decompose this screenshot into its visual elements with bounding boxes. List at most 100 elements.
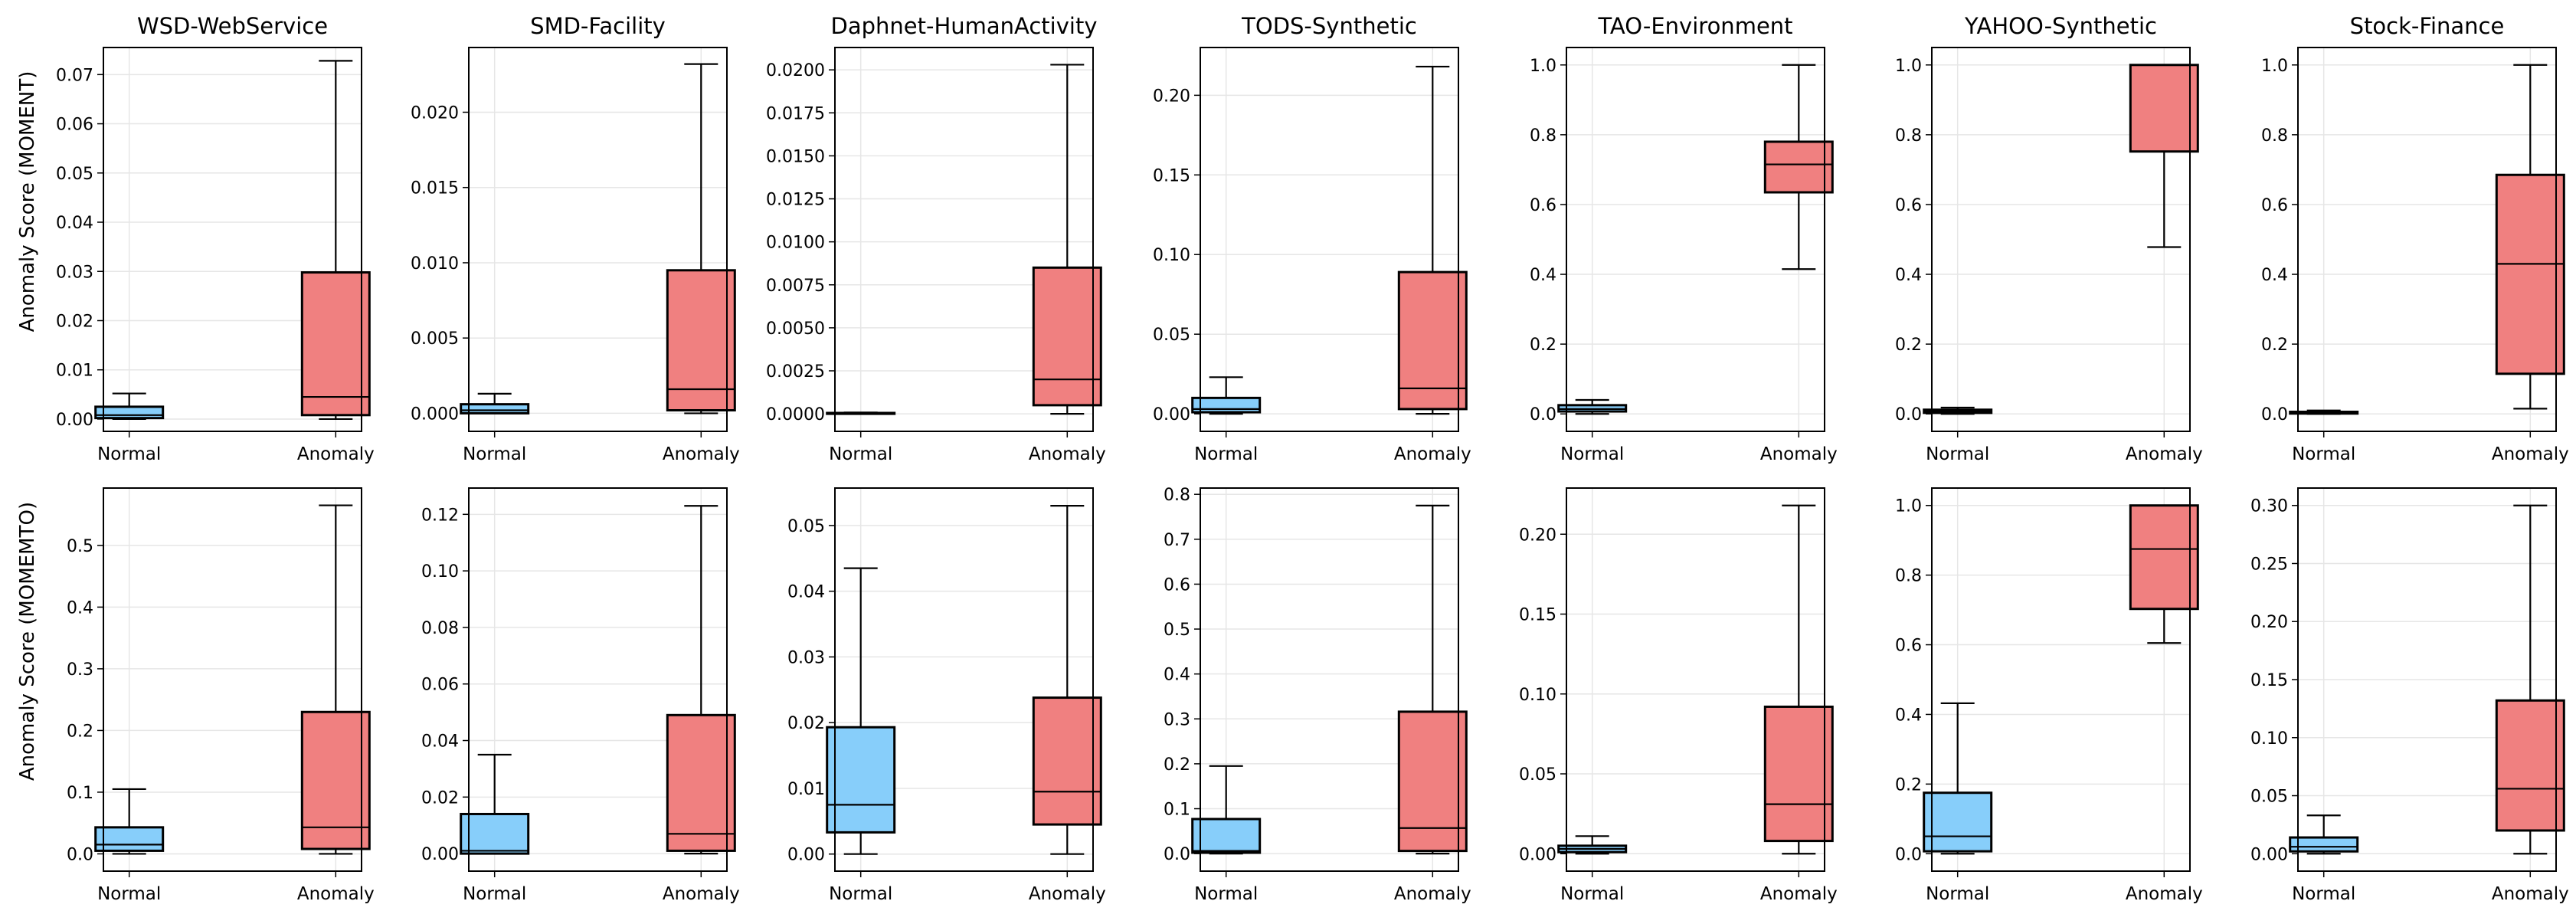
chart-1-6-ytick-label-4: 0.20 <box>2250 613 2288 632</box>
chart-1-2-box-normal <box>826 567 896 855</box>
chart-1-3-box-normal <box>1191 765 1262 855</box>
chart-0-4-box-anomaly-iqr <box>1763 140 1834 194</box>
chart-0-1-title: SMD-Facility <box>530 13 666 39</box>
chart-0-1-xtick-label-0: Normal <box>463 444 526 464</box>
chart-1-0-box-anomaly <box>300 504 371 855</box>
chart-0-4-frame <box>1566 47 1825 432</box>
chart-1-6-ytick-label-6: 0.30 <box>2250 497 2288 516</box>
chart-0-4-box-normal <box>1557 398 1628 415</box>
chart-0-0-ytick-label-3: 0.03 <box>56 263 93 282</box>
chart-0-5-ytick-label-4: 0.8 <box>1895 126 1922 146</box>
chart-0-5-ytick-label-1: 0.2 <box>1895 336 1922 355</box>
chart-1-0-ytick-label-2: 0.2 <box>67 722 93 741</box>
chart-1-1: 0.00 0.02 0.04 0.06 0.08 0.10 0.12 Normal Anomal… <box>421 487 740 904</box>
chart-0-1-ytick-label-2: 0.010 <box>411 254 459 274</box>
chart-0-4-title: TAO-Environment <box>1597 13 1792 39</box>
chart-1-4-box-anomaly <box>1763 504 1834 855</box>
chart-0-3-xtick-label-1: Anomaly <box>1394 444 1471 464</box>
chart-0-0-frame <box>103 47 362 432</box>
chart-1-6: 0.00 0.05 0.10 0.15 0.20 0.25 0.30 Normal Anomal… <box>2250 487 2569 904</box>
chart-0-0-title: WSD-WebService <box>137 13 328 39</box>
chart-0-5-box-normal <box>1923 406 1993 415</box>
chart-0-2-ytick-label-0: 0.0000 <box>766 405 825 424</box>
row-1-ylabel: Anomaly Score (MOMEMTO) <box>16 502 39 781</box>
chart-0-6-frame <box>2297 47 2557 432</box>
chart-1-0-box-anomaly-iqr <box>300 710 371 850</box>
chart-0-2-ytick-label-7: 0.0175 <box>766 104 825 123</box>
chart-1-4-ytick-label-1: 0.05 <box>1519 765 1556 785</box>
chart-0-6-box-anomaly-iqr <box>2495 173 2565 375</box>
chart-1-2-xtick-label-1: Anomaly <box>1029 884 1106 904</box>
chart-0-1-frame <box>468 47 728 432</box>
chart-1-4-ytick-label-2: 0.10 <box>1519 686 1556 705</box>
chart-0-1-box-anomaly-iqr <box>666 269 736 411</box>
chart-0-5-ytick-label-5: 1.0 <box>1895 57 1922 76</box>
chart-0-6-box-anomaly <box>2495 64 2565 410</box>
chart-0-3-ytick-label-3: 0.15 <box>1153 166 1190 185</box>
chart-1-6-box-anomaly <box>2495 504 2565 855</box>
chart-1-6-frame <box>2297 487 2557 872</box>
chart-1-6-box-normal-iqr <box>2289 836 2359 853</box>
chart-1-2-box-anomaly <box>1032 505 1102 855</box>
chart-1-3-box-anomaly <box>1397 504 1468 855</box>
chart-0-4-ytick-label-3: 0.6 <box>1530 196 1556 215</box>
chart-1-4-xtick-label-0: Normal <box>1560 884 1624 904</box>
chart-1-6-box-normal <box>2289 814 2359 855</box>
chart-0-6-title: Stock-Finance <box>2350 13 2505 39</box>
chart-1-0: 0.0 0.1 0.2 0.3 0.4 0.5 Normal Anomaly <box>67 487 375 904</box>
chart-1-5-frame <box>1931 487 2191 872</box>
chart-0-2-ytick-label-3: 0.0075 <box>766 277 825 296</box>
chart-0-0-box-normal <box>94 392 165 421</box>
chart-1-5-box-anomaly-iqr <box>2129 504 2199 611</box>
chart-0-0-box-anomaly-iqr <box>300 271 371 417</box>
chart-1-5-ytick-label-1: 0.2 <box>1895 775 1922 795</box>
chart-1-3-box-anomaly-iqr <box>1397 710 1468 853</box>
chart-1-5-box-anomaly <box>2129 504 2199 644</box>
chart-0-0-ytick-label-2: 0.02 <box>56 312 93 331</box>
chart-0-4-ytick-label-0: 0.0 <box>1530 405 1556 424</box>
chart-0-6: 0.0 0.2 0.4 0.6 0.8 1.0 Normal Anomaly Stock-Fin… <box>2261 13 2569 464</box>
chart-0-6-box-normal <box>2289 409 2359 415</box>
chart-0-2-xtick-label-1: Anomaly <box>1029 444 1106 464</box>
chart-0-0-ytick-label-6: 0.06 <box>56 116 93 135</box>
chart-0-5: 0.0 0.2 0.4 0.6 0.8 1.0 Normal Anomaly YAHOO-Syn… <box>1895 13 2203 464</box>
chart-0-1-xtick-label-1: Anomaly <box>663 444 740 464</box>
chart-1-1-ytick-label-2: 0.04 <box>421 732 459 752</box>
chart-0-3-ytick-label-4: 0.20 <box>1153 87 1190 106</box>
chart-1-0-ytick-label-0: 0.0 <box>67 845 93 864</box>
chart-1-0-xtick-label-0: Normal <box>97 884 161 904</box>
chart-0-4-box-anomaly <box>1763 64 1834 270</box>
chart-1-4-box-anomaly-iqr <box>1763 705 1834 843</box>
chart-0-4-xtick-label-1: Anomaly <box>1760 444 1838 464</box>
chart-0-2-box-normal <box>826 411 896 415</box>
chart-1-0-ytick-label-5: 0.5 <box>67 537 93 556</box>
chart-1-3-ytick-label-8: 0.8 <box>1164 486 1190 505</box>
chart-1-5-box-normal <box>1923 702 1993 855</box>
chart-1-3-frame <box>1200 487 1459 872</box>
chart-0-0-ytick-label-1: 0.01 <box>56 362 93 381</box>
chart-1-1-ytick-label-3: 0.06 <box>421 676 459 695</box>
chart-1-1-frame <box>468 487 728 872</box>
chart-1-1-xtick-label-1: Anomaly <box>663 884 740 904</box>
chart-1-5-ytick-label-0: 0.0 <box>1895 845 1922 864</box>
chart-0-6-ytick-label-0: 0.0 <box>2261 405 2288 424</box>
chart-1-1-box-normal-iqr <box>460 812 530 855</box>
chart-0-4-ytick-label-4: 0.8 <box>1530 126 1556 146</box>
chart-0-1-box-anomaly <box>666 63 736 414</box>
chart-1-1-box-anomaly-iqr <box>666 713 736 852</box>
panels-group: 0.00 0.01 0.02 0.03 0.04 0.05 0.06 0.07 Normal An… <box>56 13 2569 904</box>
chart-1-5: 0.0 0.2 0.4 0.6 0.8 1.0 Normal Anomaly <box>1895 487 2203 904</box>
chart-1-2-ytick-label-5: 0.05 <box>787 517 825 536</box>
chart-0-6-xtick-label-1: Anomaly <box>2492 444 2569 464</box>
chart-0-4: 0.0 0.2 0.4 0.6 0.8 1.0 Normal Anomaly TAO-Envir… <box>1530 13 1838 464</box>
chart-0-2-ytick-label-8: 0.0200 <box>766 61 825 80</box>
chart-1-3-xtick-label-0: Normal <box>1194 884 1258 904</box>
chart-0-0-xtick-label-1: Anomaly <box>297 444 375 464</box>
chart-1-5-xtick-label-0: Normal <box>1926 884 1989 904</box>
chart-1-3-box-normal-iqr <box>1191 818 1262 854</box>
chart-1-1-ytick-label-6: 0.12 <box>421 506 459 525</box>
chart-0-2: 0.0000 0.0025 0.0050 0.0075 0.0100 0.0125 0.01… <box>766 13 1106 464</box>
chart-1-6-ytick-label-5: 0.25 <box>2250 555 2288 574</box>
chart-0-0-ytick-label-4: 0.04 <box>56 214 93 233</box>
